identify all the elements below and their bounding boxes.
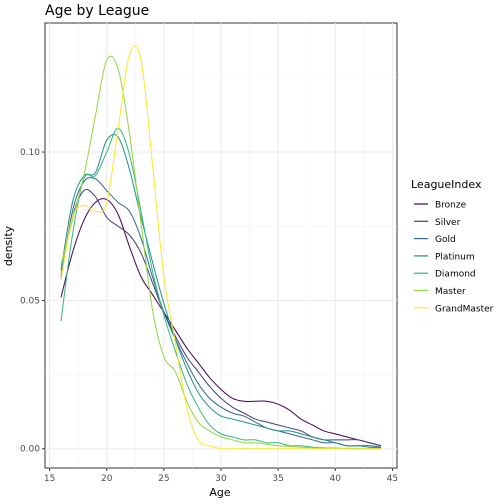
y-axis-ticks: 0.00 0.05 0.10 — [20, 148, 45, 455]
legend: LeagueIndex Bronze Silver Gold Platinum Diam… — [411, 178, 494, 314]
y-tick-label: 0.00 — [20, 445, 40, 455]
y-tick-label: 0.05 — [20, 296, 40, 306]
x-tick-label: 35 — [272, 474, 283, 484]
legend-label-bronze: Bronze — [435, 201, 467, 211]
legend-title: LeagueIndex — [411, 178, 482, 191]
series-line-silver — [60, 188, 382, 447]
legend-label-diamond: Diamond — [435, 270, 476, 280]
legend-label-master: Master — [435, 287, 466, 297]
legend-label-platinum: Platinum — [435, 252, 475, 262]
x-tick-label: 45 — [387, 474, 398, 484]
x-axis-ticks: 15 20 25 30 35 40 45 — [44, 468, 398, 484]
chart-title: Age by League — [45, 3, 149, 19]
x-tick-label: 25 — [158, 474, 169, 484]
series-line-gold — [60, 177, 382, 448]
y-tick-label: 0.10 — [20, 148, 40, 158]
y-axis-label: density — [2, 225, 15, 266]
legend-label-grandmaster: GrandMaster — [435, 304, 494, 314]
x-tick-label: 15 — [44, 474, 55, 484]
x-tick-label: 20 — [101, 474, 113, 484]
x-axis-label: Age — [209, 486, 231, 499]
grid-major — [45, 23, 397, 468]
x-tick-label: 30 — [215, 474, 227, 484]
legend-label-silver: Silver — [435, 218, 461, 228]
legend-label-gold: Gold — [435, 235, 456, 245]
x-tick-label: 40 — [330, 474, 342, 484]
series-line-bronze — [60, 198, 382, 447]
series-lines — [60, 45, 382, 450]
series-line-master — [60, 55, 381, 450]
series-line-grandmaster — [60, 45, 381, 450]
